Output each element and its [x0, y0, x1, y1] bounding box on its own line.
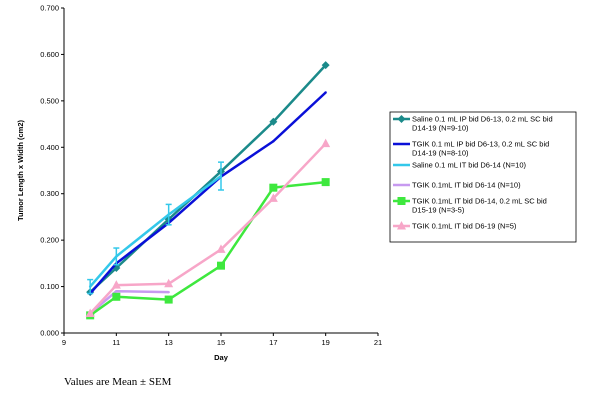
chart-series: [85, 61, 331, 320]
legend-label: TGIK 0.1mL IT bid D6-14 (N=10): [412, 181, 521, 190]
y-tick-label: 0.700: [40, 4, 59, 13]
x-tick-label: 9: [62, 338, 66, 347]
chart-legend: Saline 0.1 mL IP bid D6-13, 0.2 mL SC bi…: [389, 111, 577, 243]
legend-label: TGIK 0.1mL IT bid D6-19 (N=5): [412, 222, 517, 231]
series-5: [86, 178, 330, 320]
legend-entry-2: TGIK 0.1 mL IP bid D6-13, 0.2 mL SC bidD…: [393, 140, 549, 158]
x-tick-label: 19: [321, 338, 329, 347]
data-point: [269, 183, 278, 192]
data-point: [217, 261, 225, 270]
legend-box: [389, 111, 577, 243]
data-point: [115, 255, 118, 258]
legend-label: D14-19 (N=9-10): [412, 124, 469, 133]
data-point: [115, 290, 118, 293]
x-tick-label: 17: [269, 338, 277, 347]
legend-entry-5: TGIK 0.1mL IT bid D6-14, 0.2 mL SC bidD1…: [393, 197, 547, 215]
data-point: [216, 244, 226, 253]
series-6: [85, 138, 331, 317]
legend-label: TGIK 0.1mL IT bid D6-14, 0.2 mL SC bid: [412, 197, 547, 206]
x-tick-label: 21: [374, 338, 382, 347]
legend-label: Saline 0.1 mL IT bid D6-14 (N=10): [412, 161, 527, 170]
series-line: [89, 175, 222, 288]
series-3: [87, 161, 224, 295]
legend-entry-6: TGIK 0.1mL IT bid D6-19 (N=5): [393, 221, 517, 231]
data-point: [88, 285, 92, 288]
legend-label: Saline 0.1 mL IP bid D6-13, 0.2 mL SC bi…: [412, 115, 553, 124]
y-tick-label: 0.000: [40, 329, 59, 338]
y-tick-label: 0.200: [40, 236, 59, 245]
series-line: [89, 142, 327, 315]
data-point: [321, 138, 331, 148]
y-tick-label: 0.500: [40, 96, 59, 105]
y-tick-label: 0.300: [40, 189, 59, 198]
data-point: [164, 295, 173, 304]
legend-entry-4: TGIK 0.1mL IT bid D6-14 (N=10): [393, 181, 521, 190]
data-point: [167, 213, 170, 216]
data-point: [85, 308, 95, 317]
data-point: [167, 290, 170, 294]
legend-label: TGIK 0.1 mL IP bid D6-13, 0.2 mL SC bid: [412, 140, 549, 149]
x-tick-label: 15: [217, 338, 225, 347]
data-point: [321, 61, 330, 70]
data-point: [321, 178, 330, 187]
data-point: [164, 278, 174, 288]
x-axis-title: Day: [214, 353, 229, 362]
y-tick-label: 0.100: [40, 282, 59, 291]
x-tick-label: 13: [164, 338, 172, 347]
data-point: [272, 140, 275, 143]
data-point: [112, 292, 121, 301]
legend-label: D15-19 (N=3-5): [412, 206, 465, 215]
data-point: [111, 280, 121, 289]
legend-entry-1: Saline 0.1 mL IP bid D6-13, 0.2 mL SC bi…: [393, 115, 553, 133]
legend-entry-3: Saline 0.1 mL IT bid D6-14 (N=10): [393, 161, 527, 170]
legend-swatch-marker: [397, 221, 406, 230]
footnote: Values are Mean ± SEM: [64, 376, 172, 388]
legend-swatch-marker: [397, 115, 406, 123]
y-axis-title: Tumor Length x Width (cm2): [16, 119, 25, 221]
legend-label: D14-19 (N=8-10): [412, 149, 469, 158]
series-line: [89, 180, 326, 317]
x-tick-label: 11: [112, 338, 120, 347]
data-point: [324, 91, 327, 94]
data-point: [268, 193, 278, 202]
y-tick-label: 0.600: [40, 50, 59, 59]
data-point: [269, 117, 278, 126]
legend-swatch-marker: [397, 197, 406, 205]
data-point: [219, 174, 223, 178]
series-line: [89, 91, 327, 295]
series-2: [88, 91, 327, 295]
y-tick-label: 0.400: [40, 143, 59, 152]
chart-axes: 0.000 0.100 0.200 0.300 0.400 0.500 0.600 0.700…: [16, 4, 382, 363]
